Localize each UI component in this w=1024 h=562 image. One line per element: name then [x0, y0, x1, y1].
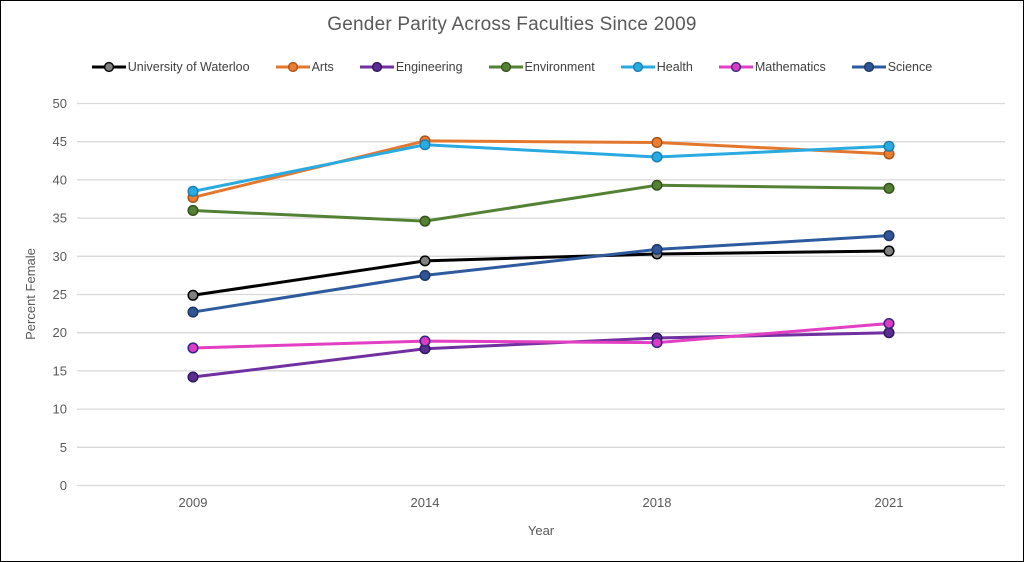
legend-marker [500, 61, 511, 73]
legend: University of Waterloo Arts Engineering Env… [1, 60, 1023, 74]
data-point-engineering-2009 [187, 371, 199, 383]
x-tick-label: 2018 [643, 495, 672, 510]
data-point-arts-2018 [651, 136, 663, 149]
series-line-engineering [192, 331, 890, 379]
series-line-mathematics [192, 322, 890, 350]
y-tick-label: 15 [53, 363, 67, 378]
y-tick-label: 10 [53, 402, 67, 417]
x-tick-label: 2014 [411, 495, 440, 510]
series-line-science [192, 234, 890, 314]
data-point-health-2021 [883, 140, 895, 152]
data-point-university-of-waterloo-2021 [883, 245, 895, 257]
legend-marker [632, 61, 643, 73]
legend-marker [371, 61, 382, 73]
data-point-university-of-waterloo-2014 [419, 255, 431, 267]
series-line-environment [192, 183, 890, 223]
legend-marker [863, 61, 874, 73]
x-tick-label: 2009 [179, 495, 208, 510]
y-tick-label: 40 [53, 172, 67, 187]
legend-label: Mathematics [754, 60, 826, 74]
x-axis-title: Year [527, 523, 555, 538]
series-line-university-of-waterloo [192, 249, 890, 297]
data-point-science-2018 [651, 243, 663, 255]
legend-label: Environment [524, 60, 595, 74]
y-tick-label: 25 [53, 287, 67, 302]
legend-marker [730, 61, 741, 73]
data-point-mathematics-2014 [419, 335, 431, 347]
y-tick-label: 35 [53, 211, 67, 226]
data-point-environment-2018 [651, 179, 663, 191]
data-point-science-2009 [187, 306, 199, 318]
legend-marker [103, 61, 114, 73]
data-point-environment-2021 [883, 182, 895, 194]
x-tick-label: 2021 [875, 495, 904, 510]
data-point-health-2014 [419, 139, 431, 151]
arts-legend-swatch-icon [275, 61, 310, 73]
legend-item-mathematics: Mathematics [718, 60, 826, 74]
environment-legend-swatch-icon [488, 61, 523, 73]
legend-item-arts: Arts [275, 60, 334, 74]
data-point-mathematics-2021 [883, 317, 895, 330]
y-tick-label: 45 [53, 134, 67, 149]
data-point-engineering-2021 [883, 327, 895, 339]
science-legend-swatch-icon [851, 61, 886, 73]
y-tick-label: 5 [60, 440, 67, 455]
university-of-waterloo-legend-swatch-icon [91, 61, 126, 73]
series-line-health [192, 143, 890, 193]
legend-label: Health [656, 60, 693, 74]
data-point-health-2018 [651, 151, 663, 163]
legend-label: Arts [311, 60, 334, 74]
data-point-mathematics-2018 [651, 337, 663, 349]
engineering-legend-swatch-icon [359, 61, 394, 73]
legend-marker [287, 61, 298, 73]
legend-item-health: Health [620, 60, 693, 74]
data-point-environment-2014 [419, 215, 431, 227]
mathematics-legend-swatch-icon [718, 61, 753, 73]
chart-title: Gender Parity Across Faculties Since 200… [327, 14, 697, 35]
y-tick-label: 50 [53, 96, 67, 111]
legend-label: Engineering [395, 60, 463, 74]
y-tick-label: 20 [53, 325, 67, 340]
legend-label: Science [887, 60, 933, 74]
y-axis-title: Percent Female [23, 248, 38, 340]
legend-item-university-of-waterloo: University of Waterloo [91, 60, 250, 74]
data-point-mathematics-2009 [187, 342, 199, 354]
y-tick-label: 30 [53, 249, 67, 264]
data-point-university-of-waterloo-2009 [187, 289, 199, 301]
legend-label: University of Waterloo [127, 60, 250, 74]
legend-item-science: Science [851, 60, 933, 74]
health-legend-swatch-icon [620, 61, 655, 73]
data-point-science-2021 [883, 230, 895, 242]
data-point-science-2014 [419, 269, 431, 281]
data-point-environment-2009 [187, 204, 199, 217]
data-point-health-2009 [187, 185, 199, 197]
legend-item-engineering: Engineering [359, 60, 463, 74]
y-tick-label: 0 [60, 478, 67, 493]
legend-item-environment: Environment [488, 60, 595, 74]
